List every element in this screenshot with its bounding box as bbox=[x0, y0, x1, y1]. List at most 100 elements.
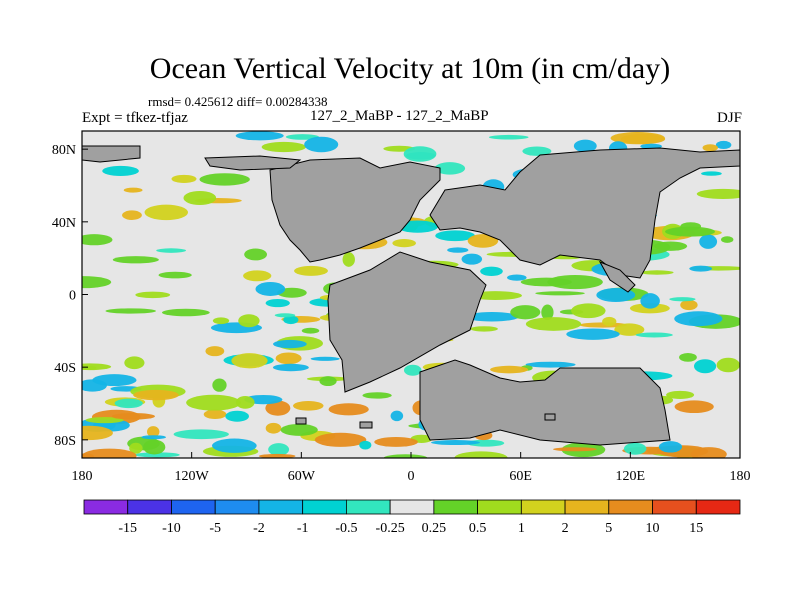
contour-patch bbox=[273, 339, 307, 349]
contour-patch bbox=[507, 274, 527, 281]
contour-patch bbox=[265, 298, 290, 308]
north-america-land bbox=[269, 157, 441, 263]
contour-patch bbox=[274, 313, 296, 318]
contour-patch bbox=[702, 144, 718, 152]
contour-patch bbox=[173, 429, 229, 440]
contour-patch bbox=[199, 173, 250, 186]
colorbar-label: 0.5 bbox=[469, 521, 487, 536]
contour-patch bbox=[255, 282, 286, 296]
contour-patch bbox=[488, 134, 529, 140]
island bbox=[544, 413, 556, 421]
contour-patch bbox=[328, 403, 369, 416]
contour-patch bbox=[268, 443, 290, 456]
contour-patch bbox=[721, 236, 734, 243]
contour-patch bbox=[123, 187, 143, 193]
colorbar-label: 1 bbox=[518, 521, 525, 536]
colorbar-swatch bbox=[302, 499, 347, 515]
contour-patch bbox=[525, 317, 582, 331]
contour-patch bbox=[674, 400, 714, 414]
contour-patch bbox=[82, 276, 112, 289]
contour-patch bbox=[669, 297, 696, 302]
contour-patch bbox=[434, 162, 466, 175]
lon-tick-label: 60E bbox=[509, 469, 532, 484]
contour-patch bbox=[689, 265, 713, 272]
colorbar-label: 15 bbox=[689, 521, 703, 536]
colorbar-label: -2 bbox=[253, 521, 265, 536]
experiment-label: Expt = tfkez-tfjaz bbox=[82, 110, 188, 126]
contour-patch bbox=[480, 266, 503, 276]
contour-patch bbox=[258, 453, 296, 458]
lon-tick-label: 180 bbox=[72, 469, 93, 484]
lon-tick-label: 60W bbox=[288, 469, 316, 484]
contour-patch bbox=[133, 389, 179, 401]
contour-patch bbox=[566, 328, 620, 340]
contour-patch bbox=[490, 365, 529, 374]
contour-patch bbox=[235, 131, 284, 141]
contour-patch bbox=[614, 323, 645, 336]
colorbar-swatch bbox=[171, 499, 216, 515]
contour-patch bbox=[144, 204, 188, 221]
colorbar-label: 0.25 bbox=[422, 521, 447, 536]
contour-patch bbox=[231, 353, 268, 369]
contour-patch bbox=[470, 326, 498, 332]
contour-patch bbox=[465, 311, 519, 322]
colorbar-label: 5 bbox=[605, 521, 612, 536]
colorbar-swatch bbox=[214, 499, 260, 515]
southern-continent-land bbox=[419, 359, 671, 446]
axis-ticks: 80N 40N 0 40S 80S 180 120W 60W 0 60E 120E 180 bbox=[52, 143, 751, 484]
contour-patch bbox=[602, 316, 617, 327]
contour-patch bbox=[112, 256, 159, 264]
colorbar-swatch bbox=[564, 499, 610, 515]
lon-tick-label: 120E bbox=[616, 469, 646, 484]
contour-patch bbox=[205, 346, 225, 357]
contour-patch bbox=[238, 314, 260, 328]
contour-patch bbox=[129, 442, 143, 454]
colorbar-label: -1 bbox=[297, 521, 309, 536]
contour-patch bbox=[171, 174, 197, 183]
contour-patch bbox=[342, 252, 355, 267]
greenland-land bbox=[204, 155, 302, 171]
contour-patch bbox=[235, 395, 255, 409]
contour-patch bbox=[454, 451, 508, 458]
eurasia-land bbox=[429, 147, 740, 279]
lon-tick-label: 180 bbox=[730, 469, 751, 484]
contour-patch bbox=[225, 410, 249, 422]
contour-patch bbox=[522, 146, 552, 156]
lat-tick-label: 80S bbox=[54, 434, 76, 449]
colorbar-label: -5 bbox=[209, 521, 221, 536]
colorbar-swatch bbox=[608, 499, 653, 515]
contour-patch bbox=[716, 357, 740, 373]
contour-patch bbox=[272, 363, 309, 372]
contour-patch bbox=[403, 146, 437, 162]
contour-patch bbox=[134, 452, 180, 458]
arctic-land-west bbox=[82, 145, 141, 163]
lat-tick-label: 0 bbox=[69, 289, 76, 304]
contour-patch bbox=[362, 392, 392, 399]
contour-patch bbox=[261, 141, 306, 153]
contour-patch bbox=[610, 131, 665, 145]
contour-patch bbox=[640, 293, 660, 309]
colorbar-swatch bbox=[695, 499, 741, 515]
contour-patch bbox=[102, 165, 139, 176]
contour-patch bbox=[265, 400, 291, 416]
contour-patch bbox=[680, 222, 702, 231]
colorbar-swatch bbox=[127, 499, 172, 515]
lon-tick-label: 0 bbox=[408, 469, 415, 484]
colorbar-swatch bbox=[520, 499, 566, 515]
contour-patch bbox=[547, 274, 603, 290]
contour-patch bbox=[510, 305, 541, 320]
contour-patch bbox=[114, 398, 143, 409]
lat-tick-label: 80N bbox=[52, 143, 76, 158]
contour-patch bbox=[280, 423, 318, 436]
contour-patch bbox=[82, 379, 107, 392]
contour-patch bbox=[535, 291, 585, 296]
contour-patch bbox=[696, 188, 740, 199]
contour-patch bbox=[665, 226, 715, 237]
contour-patch bbox=[467, 234, 499, 248]
contour-patch bbox=[293, 401, 324, 411]
contour-patch bbox=[294, 265, 328, 276]
contour-patch bbox=[403, 364, 422, 376]
contour-patch bbox=[156, 248, 187, 253]
contour-patch bbox=[243, 270, 272, 282]
colorbar-swatch bbox=[433, 499, 479, 515]
